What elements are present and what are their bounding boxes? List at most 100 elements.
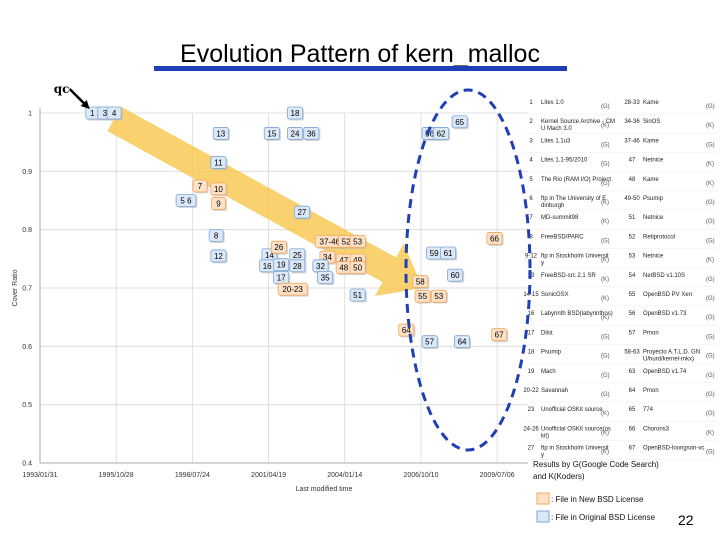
data-point: 35 [317, 271, 335, 285]
legend-name: Unofficial OSKit source(os [541, 426, 611, 432]
legend-name: MD-summit98 [541, 215, 579, 221]
legend-source-mark: (G) [601, 238, 610, 244]
data-point-marker [317, 271, 334, 284]
legend-source-mark: (G) [706, 296, 715, 302]
legend-ids: 3 [529, 138, 533, 144]
legend-source-mark: (G) [601, 104, 610, 110]
legend-name: SonicGSX [541, 292, 569, 298]
data-point-marker [277, 282, 308, 296]
legend-ids: 6 [529, 196, 533, 202]
legend-name-cont: y [541, 453, 544, 459]
data-point-marker [491, 328, 508, 342]
legend-source-mark: (G) [706, 411, 715, 417]
legend-ids: 52 [629, 234, 636, 240]
data-point: 59 [426, 246, 444, 261]
highlight-ellipse-shape [404, 88, 532, 452]
legend-name: Kernel Source Archive - CM [541, 119, 615, 125]
data-point: 5 6 [175, 194, 198, 208]
legend-source-mark: (K) [601, 123, 609, 129]
data-point-marker [349, 261, 366, 274]
data-point-marker [192, 179, 208, 193]
legend-ids: 4 [529, 158, 533, 164]
legend-name-cont: kit) [541, 433, 549, 439]
data-point: 57 [421, 335, 439, 350]
data-point-label: 62 [437, 129, 446, 138]
legend-ids: 1 [529, 100, 533, 106]
legend-source-mark: (G) [706, 238, 715, 244]
data-point-label: 65 [455, 118, 464, 127]
data-point-marker [349, 288, 366, 302]
legend-source-mark: (K) [706, 258, 714, 264]
data-point-label: 4 [112, 109, 117, 118]
x-tick-label: 1998/07/24 [175, 472, 210, 479]
legend-note-2: and K(Koders) [533, 472, 585, 481]
y-tick-label: 0.8 [22, 227, 32, 234]
legend-source-mark: (G) [706, 354, 715, 360]
legend-name: Kame [643, 177, 659, 183]
data-point-label: 5 6 [180, 197, 192, 206]
legend-row: 16 Labyrinth BSD(labyrinthos)(K) 56 OpenBSD… [525, 311, 718, 326]
legend-layer: 1 Lites 1.0(G)28-33 Kame(G)2 Kernel Source … [523, 100, 718, 523]
legend-ids: 65 [629, 407, 636, 413]
legend-row: 3 Lites 1.1u3 (G) 37-46 Kame (G) [525, 138, 718, 153]
data-point-label: 36 [307, 129, 316, 138]
legend-name: NetBSD v1.10S [643, 273, 685, 279]
legend-row: 18 Psumip (G) 58-63 Proyecto A.T.L.D. GNU/hu… [525, 350, 718, 364]
legend-source-mark: (K) [601, 430, 609, 436]
legend-ids: 54 [629, 273, 636, 279]
legend-ids: 37-46 [624, 138, 640, 144]
legend-name: OpenBSD-loongson-vc [643, 446, 704, 452]
legend-ids: 19 [528, 369, 535, 375]
legend-name: Psumip [643, 196, 664, 202]
legend-source-mark: (K) [601, 411, 609, 417]
data-point-label: 9 [216, 199, 221, 208]
legend-source-mark: (G) [601, 373, 610, 379]
legend-row: 27 ftp in Stockholm University (K) 67 OpenBS… [525, 446, 718, 460]
legend-name-cont: U Mach 3.0 [541, 126, 572, 132]
data-point-label: 55 [418, 292, 427, 301]
slide-number: 22 [678, 512, 694, 528]
legend-name: OpenBSD v1.73 [643, 311, 687, 317]
legend-name: Proyecto A.T.L.D. GN [643, 350, 700, 356]
legend-name: Labyrinth BSD(labyrinthos) [541, 311, 613, 317]
x-axis-label: Last modified time [296, 486, 353, 493]
data-point: 26 [270, 240, 288, 255]
legend-source-mark: (G) [706, 392, 715, 398]
legend-source-mark: (G) [706, 277, 715, 283]
data-point-label: 3 [103, 109, 108, 118]
data-point-marker [421, 335, 438, 349]
slide-title: Evolution Pattern of kern_malloc [180, 40, 540, 68]
data-point-marker [433, 127, 450, 140]
legend-name: Pmon [643, 388, 659, 394]
data-point-label: 12 [214, 252, 223, 261]
legend-ids: 66 [629, 426, 636, 432]
legend-ids: 9-12 [525, 254, 538, 260]
legend-source-mark: (G) [601, 181, 610, 187]
legend-name: FreeBSD-src 2.1 SR [541, 273, 596, 279]
data-point: 53 [349, 234, 367, 249]
data-point-label: 1 2 [90, 109, 102, 118]
legend-name-cont: y [541, 261, 544, 267]
legend-source-mark: (K) [601, 450, 609, 456]
data-point-label: 64 [402, 326, 411, 335]
legend-ids: 20-22 [523, 388, 539, 394]
x-tick-label: 2004/01/14 [327, 472, 362, 479]
data-point-label: 28 [293, 262, 302, 271]
legend-name: ftp in Stockholm Universit [541, 446, 609, 452]
legend-name: ftp in Stockholm Universit [541, 254, 609, 260]
x-tick-label: 2006/10/10 [403, 472, 438, 479]
data-point-label: 26 [274, 243, 283, 252]
legend-row: 9-12 ftp in Stockholm University (K) 53 Netn… [525, 254, 718, 268]
legend-source-mark: (G) [706, 450, 715, 456]
legend-ids: 57 [629, 330, 636, 336]
data-point: 58 [412, 275, 430, 290]
data-point-label: 24 [291, 129, 300, 138]
data-point-label: 53 [353, 237, 362, 246]
legend-ids: 8 [529, 234, 533, 240]
data-point: 64 [398, 323, 416, 338]
legend-source-mark: (G) [706, 200, 715, 206]
data-point-label: 14 [265, 251, 274, 260]
data-point: 8 [208, 229, 225, 243]
